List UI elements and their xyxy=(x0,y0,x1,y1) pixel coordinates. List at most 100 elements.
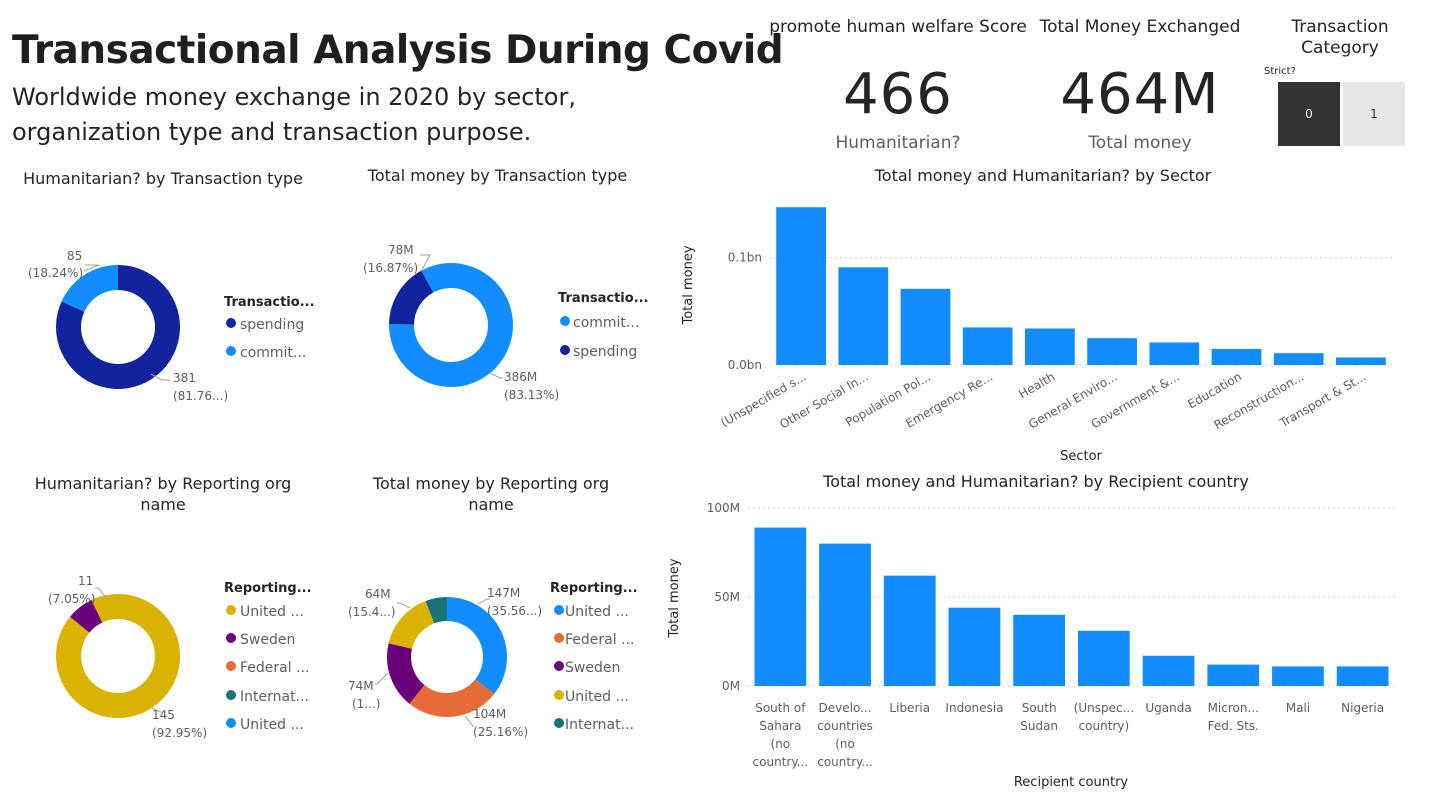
svg-text:78M: 78M xyxy=(388,243,414,257)
hum-type-slice-1[interactable] xyxy=(61,265,118,312)
money-org-slice-3[interactable] xyxy=(388,600,435,649)
country-y-axis-title: Total money xyxy=(667,558,682,638)
hum-type-slice-0[interactable] xyxy=(55,265,180,389)
country-x-label-2: Liberia xyxy=(889,701,930,715)
country-x-label-3: Indonesia xyxy=(945,701,1003,715)
label-hum-org-0: 145 (92.95%) xyxy=(151,707,207,740)
svg-text:spending: spending xyxy=(240,317,304,333)
country-x-axis-title: Recipient country xyxy=(1014,775,1129,790)
svg-text:(18.24%): (18.24%) xyxy=(28,266,83,280)
kpi-welfare-heading: promote human welfare Score xyxy=(769,17,1027,37)
money-org-slice-2[interactable] xyxy=(387,643,425,704)
svg-text:(7.05%): (7.05%) xyxy=(48,592,95,606)
chart-title-money-by-sector: Total money and Humanitarian? by Sector xyxy=(874,166,1212,185)
svg-text:United ...: United ... xyxy=(240,604,304,620)
sector-y-tick-1: 0.1bn xyxy=(728,251,762,265)
svg-text:commit...: commit... xyxy=(240,345,306,361)
country-y-tick-0: 0M xyxy=(722,679,740,693)
country-bar-4[interactable] xyxy=(1013,614,1066,686)
donut-money-by-org[interactable]: 147M (35.56...) 104M (25.16%) 74M (1...)… xyxy=(340,520,670,750)
svg-text:spending: spending xyxy=(573,344,637,360)
svg-text:(35.56...): (35.56...) xyxy=(487,604,542,618)
svg-text:145: 145 xyxy=(152,708,175,722)
svg-text:Total money: Total money xyxy=(681,245,696,325)
donut-hum-by-org[interactable]: 145 (92.95%) 11 (7.05%) Reporting... Uni… xyxy=(0,520,340,750)
chart-title-money-by-country: Total money and Humanitarian? by Recipie… xyxy=(823,472,1249,491)
label-money-type-1: 78M (16.87%) xyxy=(363,243,431,275)
sector-y-axis-title: Total money xyxy=(681,245,696,325)
country-bar-9[interactable] xyxy=(1336,666,1389,686)
label-money-org-0: 147M (35.56...) xyxy=(477,586,542,618)
svg-text:(16.87%): (16.87%) xyxy=(363,261,418,275)
money-org-slice-1[interactable] xyxy=(409,679,495,717)
sector-x-label-4: Health xyxy=(1016,369,1057,401)
money-org-slice-4[interactable] xyxy=(425,597,447,624)
country-bar-8[interactable] xyxy=(1272,666,1324,686)
country-x-label-8: Mali xyxy=(1286,701,1310,715)
label-hum-org-1: 11 (7.05%) xyxy=(48,574,106,606)
country-bar-0[interactable] xyxy=(754,527,807,686)
slicer-field-label: Strict? xyxy=(1264,66,1296,77)
sector-bar-9[interactable] xyxy=(1336,357,1386,365)
country-y-tick-2: 100M xyxy=(707,501,740,515)
money-org-slice-0[interactable] xyxy=(447,597,507,695)
svg-text:Internat...: Internat... xyxy=(240,689,309,705)
svg-text:11: 11 xyxy=(78,574,93,588)
sector-bar-3[interactable] xyxy=(962,327,1013,365)
page-title: Transactional Analysis During Covid xyxy=(12,28,784,73)
sector-bar-0[interactable] xyxy=(776,207,826,365)
sector-x-axis-title: Sector xyxy=(1060,449,1102,464)
sector-bar-2[interactable] xyxy=(900,288,951,365)
label-money-org-1: 104M (25.16%) xyxy=(464,707,528,739)
slicer-title: Transaction Category xyxy=(1291,17,1389,58)
country-bar-3[interactable] xyxy=(948,607,1001,686)
money-type-slice-1[interactable] xyxy=(389,270,434,325)
chart-title-money-by-org: Total money by Reporting org name xyxy=(372,474,610,514)
sector-x-label-7: Education xyxy=(1185,369,1244,411)
svg-text:(92.95%): (92.95%) xyxy=(152,726,207,740)
label-hum-type-1: 85 (18.24%) xyxy=(28,249,100,280)
hum-org-slice-0[interactable] xyxy=(56,594,181,718)
svg-text:Transactio...: Transactio... xyxy=(558,291,649,306)
country-bar-7[interactable] xyxy=(1207,664,1260,686)
money-type-slice-0[interactable] xyxy=(389,263,513,387)
sector-bar-5[interactable] xyxy=(1087,338,1137,365)
sector-bar-1[interactable] xyxy=(838,267,889,365)
country-x-label-0: South of Sahara (no country... xyxy=(753,701,809,769)
svg-text:64M: 64M xyxy=(365,587,391,601)
svg-text:74M: 74M xyxy=(348,679,374,693)
slicer-option-1[interactable]: 1 xyxy=(1343,82,1405,146)
sector-bar-8[interactable] xyxy=(1273,353,1324,365)
country-bar-5[interactable] xyxy=(1077,630,1130,686)
hum-org-slice-1[interactable] xyxy=(69,599,103,633)
label-money-org-3: 64M (15.4...) xyxy=(348,587,411,619)
sector-bar-4[interactable] xyxy=(1025,328,1075,365)
country-bar-1[interactable] xyxy=(819,543,871,686)
svg-text:(83.13%): (83.13%) xyxy=(504,388,559,402)
slicer-option-0[interactable]: 0 xyxy=(1278,82,1340,146)
legend-hum-by-type: Transactio... spending commit... xyxy=(224,295,315,361)
country-x-label-9: Nigeria xyxy=(1341,701,1384,715)
svg-text:United ...: United ... xyxy=(240,717,304,733)
donut-hum-by-type[interactable]: 381 (81.76...) 85 (18.24%) Transactio...… xyxy=(0,190,340,420)
country-x-label-7: Micron... Fed. Sts. xyxy=(1208,701,1259,733)
kpi-money-label: Total money xyxy=(1088,133,1192,153)
kpi-money-heading: Total Money Exchanged xyxy=(1039,17,1241,37)
country-x-label-5: (Unspec... country) xyxy=(1074,701,1134,733)
legend-hum-by-org: Reporting... United ... Sweden Federal .… xyxy=(224,581,312,733)
svg-text:United ...: United ... xyxy=(565,689,629,705)
svg-text:Federal ...: Federal ... xyxy=(240,660,309,676)
sector-bar-6[interactable] xyxy=(1149,342,1200,365)
bar-chart-money-by-country[interactable]: Total money 0M 50M 100M South of Sahara (no c… xyxy=(660,490,1425,800)
country-bar-2[interactable] xyxy=(883,575,936,686)
label-money-type-0: 386M (83.13%) xyxy=(489,370,559,402)
svg-text:Transactio...: Transactio... xyxy=(224,295,315,310)
country-x-label-6: Uganda xyxy=(1145,701,1191,715)
country-x-label-1: Develo... countries (no country... xyxy=(817,701,873,769)
svg-text:Internat...: Internat... xyxy=(565,717,634,733)
donut-money-by-type[interactable]: 386M (83.13%) 78M (16.87%) Transactio...… xyxy=(340,190,670,420)
country-bar-6[interactable] xyxy=(1142,655,1195,686)
svg-text:85: 85 xyxy=(67,249,82,263)
sector-bar-7[interactable] xyxy=(1211,348,1262,365)
